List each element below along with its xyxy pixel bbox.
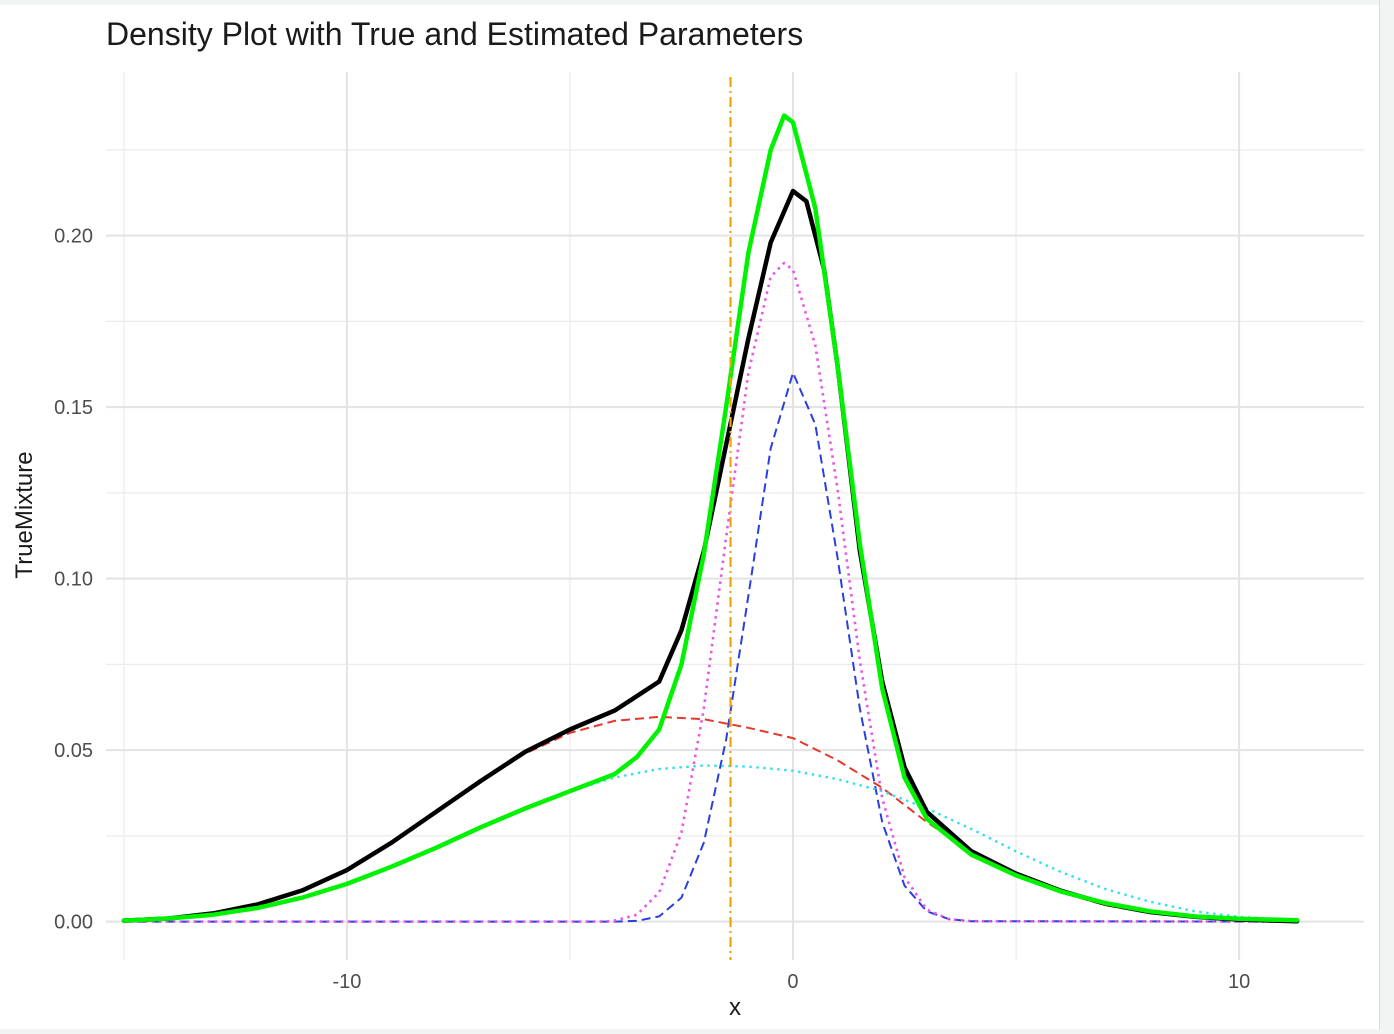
x-axis-label: x: [729, 994, 741, 1021]
major-grid: [106, 72, 1364, 960]
series-line-mixture_est: [121, 113, 1300, 923]
y-tick-label: 0.15: [54, 397, 93, 419]
series-line-comp2_true: [123, 371, 1298, 923]
series-layer: [121, 77, 1300, 960]
y-tick-label: 0.00: [54, 912, 93, 934]
series-line-comp2_est: [123, 261, 1298, 923]
chart-title: Density Plot with True and Estimated Par…: [106, 16, 803, 52]
y-tick-label: 0.20: [54, 226, 93, 248]
y-tick-label: 0.05: [54, 740, 93, 762]
tick-labels: -10 0 10 0.00 0.05 0.10 0.15 0.20: [54, 226, 1250, 993]
density-chart: Density Plot with True and Estimated Par…: [11, 16, 1364, 1021]
window-edge-right: [1379, 0, 1394, 1034]
minor-grid: [106, 72, 1364, 960]
x-tick-label: -10: [332, 971, 361, 993]
window-edge-bottom: [0, 1029, 1394, 1034]
x-tick-label: 0: [787, 971, 798, 993]
series-line-mixture_true: [121, 188, 1300, 924]
window-edge-top: [0, 0, 1394, 5]
x-tick-label: 10: [1228, 971, 1250, 993]
y-axis-label: TrueMixture: [11, 451, 38, 578]
y-tick-label: 0.10: [54, 569, 93, 591]
